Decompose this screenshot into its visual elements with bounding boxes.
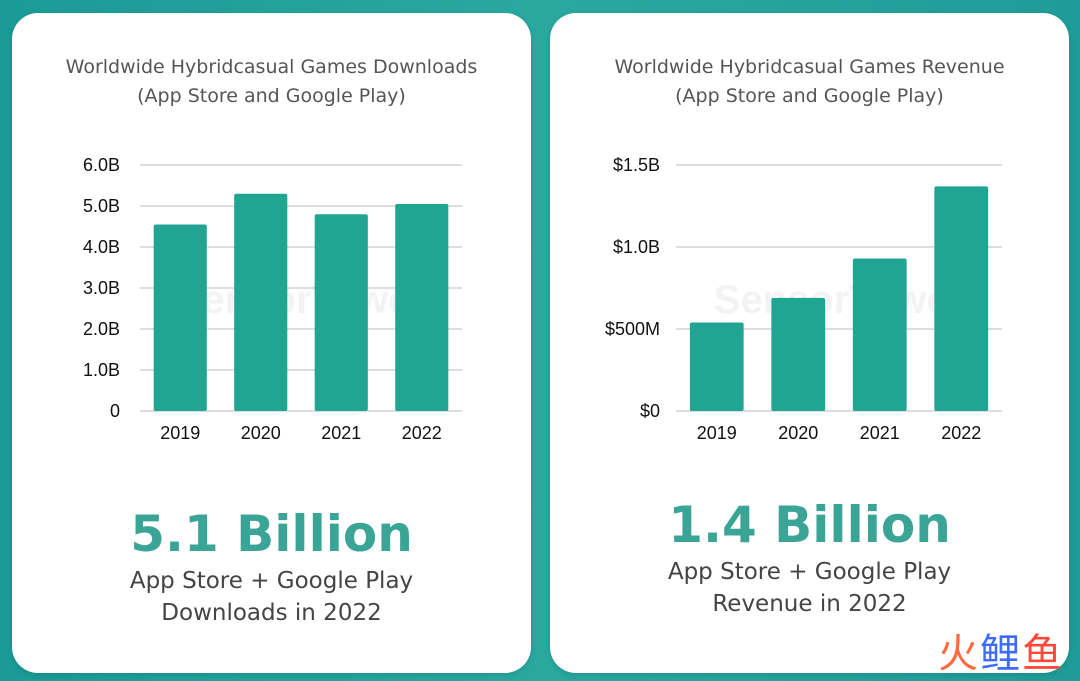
bar-2019 <box>689 322 744 411</box>
downloads-title-line1: Worldwide Hybridcasual Games Downloads <box>65 56 478 78</box>
revenue-stat-line1: App Store + Google Play <box>667 559 952 585</box>
bar-2022 <box>934 186 989 411</box>
y-tick-label: 0 <box>110 401 120 421</box>
bar-2019 <box>153 224 207 411</box>
downloads-card: Worldwide Hybridcasual Games Downloads (… <box>12 13 531 673</box>
y-tick-label: $1.5B <box>613 155 660 175</box>
sensortower-watermark: SensorTower <box>176 278 426 322</box>
x-tick-label: 2022 <box>941 423 981 443</box>
bar-2021 <box>314 214 368 411</box>
y-tick-label: 3.0B <box>83 278 120 298</box>
downloads-stat-caption: App Store + Google Play Downloads in 202… <box>12 565 531 629</box>
x-tick-label: 2020 <box>778 423 818 443</box>
x-tick-label: 2021 <box>860 423 900 443</box>
downloads-stat-line1: App Store + Google Play <box>129 568 414 594</box>
revenue-card: Worldwide Hybridcasual Games Revenue (Ap… <box>550 13 1069 673</box>
revenue-title-line1: Worldwide Hybridcasual Games Revenue <box>614 56 1005 78</box>
revenue-stat-line2: Revenue in 2022 <box>712 591 907 617</box>
downloads-chart-title: Worldwide Hybridcasual Games Downloads (… <box>12 53 531 111</box>
y-tick-label: 6.0B <box>83 155 120 175</box>
bar-2020 <box>234 193 288 411</box>
logo-char-3: 鱼 <box>1022 631 1064 677</box>
sensortower-watermark: SensorTower <box>714 278 964 322</box>
downloads-stat-value: 5.1 Billion <box>130 505 413 563</box>
y-tick-label: 5.0B <box>83 196 120 216</box>
site-logo: 火鲤鱼 <box>938 633 1064 675</box>
bar-2022 <box>395 203 449 411</box>
x-tick-label: 2022 <box>402 423 442 443</box>
logo-char-2: 鲤 <box>980 631 1022 677</box>
downloads-title-line2: (App Store and Google Play) <box>137 85 406 107</box>
revenue-bar-chart: SensorTower $0 $500M $1.0B $1.5B 2019 2020 2021… <box>605 155 1002 443</box>
revenue-stat-caption: App Store + Google Play Revenue in 2022 <box>550 556 1069 620</box>
x-tick-label: 2019 <box>160 423 200 443</box>
x-tick-label: 2019 <box>697 423 737 443</box>
revenue-chart-title: Worldwide Hybridcasual Games Revenue (Ap… <box>550 53 1069 111</box>
y-tick-label: 1.0B <box>83 360 120 380</box>
y-tick-label: 2.0B <box>83 319 120 339</box>
revenue-stat-value: 1.4 Billion <box>668 496 951 554</box>
y-tick-label: $500M <box>605 319 660 339</box>
y-tick-label: $1.0B <box>613 237 660 257</box>
y-tick-label: 4.0B <box>83 237 120 257</box>
downloads-bar-chart: SensorTower 0 1.0B 2.0B 3.0B 4.0B 5.0B 6.0B 2019… <box>83 155 462 443</box>
revenue-title-line2: (App Store and Google Play) <box>675 85 944 107</box>
logo-char-1: 火 <box>938 631 980 677</box>
bar-2021 <box>852 258 907 411</box>
x-tick-label: 2021 <box>321 423 361 443</box>
y-tick-label: $0 <box>640 401 660 421</box>
x-tick-label: 2020 <box>241 423 281 443</box>
bar-2020 <box>771 297 826 411</box>
downloads-stat-line2: Downloads in 2022 <box>161 600 382 626</box>
